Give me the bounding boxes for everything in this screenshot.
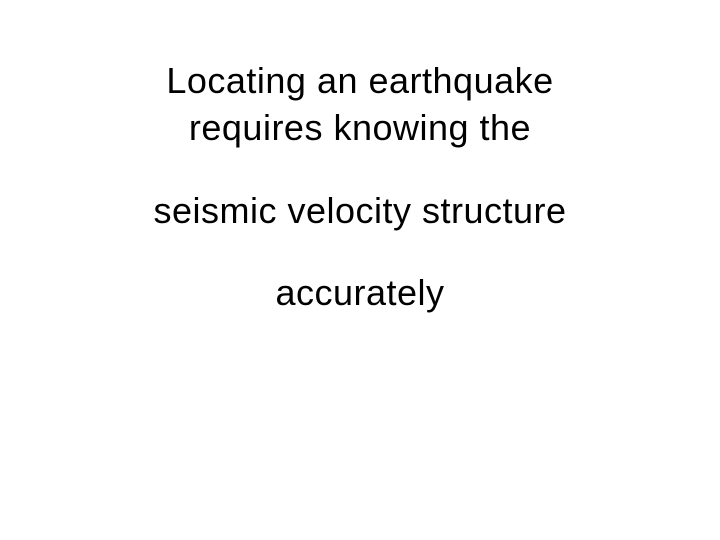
slide-line-4: accurately xyxy=(0,270,720,317)
text-block-3: accurately xyxy=(0,270,720,317)
text-block-1: Locating an earthquake requires knowing … xyxy=(0,58,720,152)
slide-line-2: requires knowing the xyxy=(0,105,720,152)
text-block-2: seismic velocity structure xyxy=(0,188,720,235)
slide-line-1: Locating an earthquake xyxy=(0,58,720,105)
slide-line-3: seismic velocity structure xyxy=(0,188,720,235)
slide-content: Locating an earthquake requires knowing … xyxy=(0,58,720,317)
